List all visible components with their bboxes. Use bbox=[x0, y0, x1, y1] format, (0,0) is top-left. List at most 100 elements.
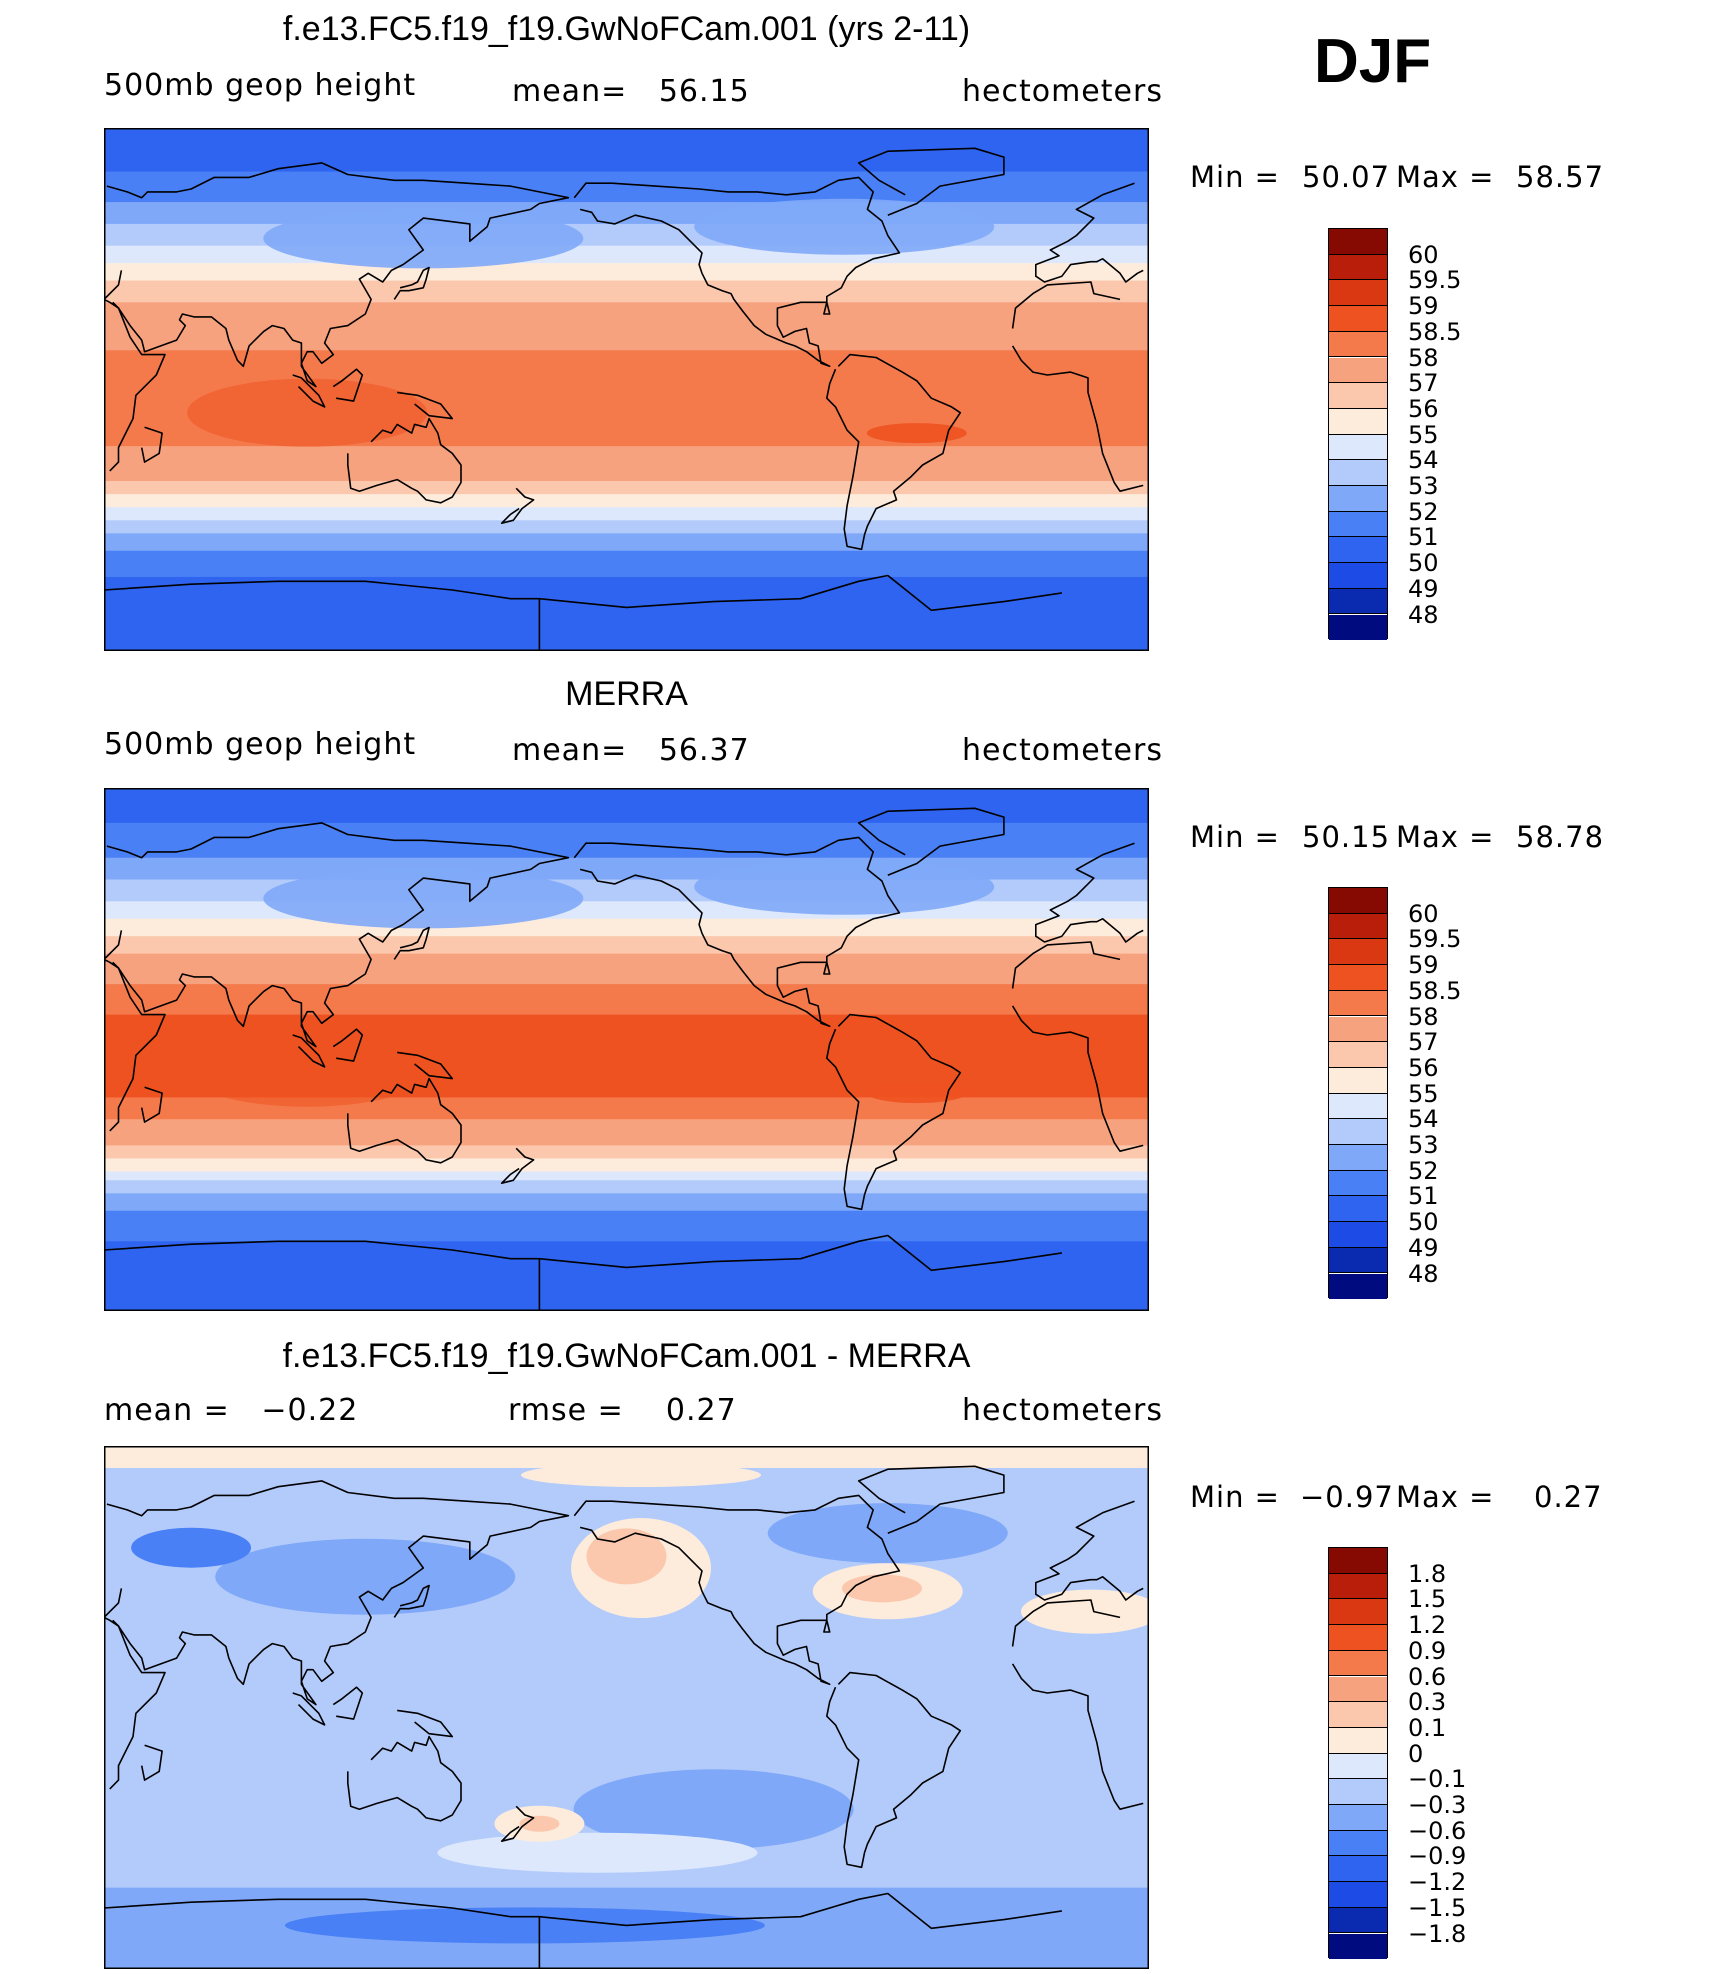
contour-band bbox=[104, 1215, 1149, 1221]
colorbar-label: 60 bbox=[1408, 240, 1439, 269]
coastline-eurasia bbox=[106, 1480, 570, 1706]
contour-band bbox=[104, 315, 1149, 321]
contour-band bbox=[104, 180, 1149, 186]
contour-band bbox=[104, 380, 1149, 386]
contour-band bbox=[104, 1010, 1149, 1016]
contour-band bbox=[104, 311, 1149, 317]
colorbar-swatch bbox=[1329, 1119, 1387, 1145]
contour-band bbox=[104, 385, 1149, 391]
contour-band bbox=[104, 1280, 1149, 1286]
contour-band bbox=[104, 1271, 1149, 1277]
contour-band bbox=[104, 476, 1149, 482]
coastlines bbox=[104, 807, 1144, 1311]
contour-band bbox=[104, 1184, 1149, 1190]
coastline-greenland bbox=[857, 147, 1005, 216]
contour-band bbox=[104, 953, 1149, 959]
contour-band bbox=[104, 857, 1149, 863]
contour-band bbox=[104, 979, 1149, 985]
contour-band bbox=[104, 372, 1149, 378]
panel-3-map bbox=[104, 1446, 1149, 1969]
contour-band bbox=[104, 228, 1149, 234]
coastline-eurasia bbox=[106, 162, 570, 388]
contour-band bbox=[104, 788, 1149, 793]
contour-band bbox=[104, 966, 1149, 972]
colorbar-label: 55 bbox=[1408, 420, 1439, 449]
contour-band bbox=[104, 585, 1149, 591]
coastline-australia bbox=[347, 1077, 462, 1164]
colorbar-label: −0.3 bbox=[1408, 1791, 1467, 1819]
contour-band bbox=[104, 358, 1149, 364]
contour-band bbox=[104, 849, 1149, 854]
colorbar-swatch bbox=[1329, 1727, 1387, 1754]
contour-band bbox=[104, 441, 1149, 447]
contour-band bbox=[104, 293, 1149, 299]
contour-band bbox=[104, 537, 1149, 543]
coastline-africa bbox=[1011, 941, 1121, 989]
contour-band bbox=[104, 1219, 1149, 1225]
contour-band bbox=[104, 433, 1149, 439]
contour-band bbox=[104, 459, 1149, 465]
contour-band bbox=[104, 910, 1149, 915]
colorbar-label: 59.5 bbox=[1408, 925, 1462, 954]
contour-band bbox=[104, 598, 1149, 604]
contour-band bbox=[104, 581, 1149, 587]
colorbar-label: 54 bbox=[1408, 446, 1439, 475]
ridge-warm-pool bbox=[187, 1038, 428, 1107]
contour-band bbox=[104, 145, 1149, 151]
contour-band bbox=[104, 1145, 1149, 1151]
panel-2-units-label: hectometers bbox=[962, 733, 1163, 768]
anomaly-positive bbox=[519, 1815, 560, 1832]
colorbar-swatch bbox=[1329, 1222, 1387, 1248]
contour-band bbox=[104, 489, 1149, 495]
contour-band bbox=[104, 1263, 1149, 1269]
panel-2-title: MERRA bbox=[565, 675, 688, 713]
contour-field bbox=[104, 128, 1149, 651]
colorbar-swatch bbox=[1329, 1145, 1387, 1171]
coastline-newguinea bbox=[397, 1709, 454, 1738]
contour-band bbox=[104, 944, 1149, 950]
panel-3-max-value: 0.27 bbox=[1534, 1480, 1603, 1514]
colorbar-swatch bbox=[1329, 383, 1387, 409]
colorbar-boxes bbox=[1328, 228, 1388, 641]
panel-2-mean-label: mean= 56.37 bbox=[512, 733, 750, 768]
contour-band bbox=[104, 835, 1149, 841]
panel-2-max-value: 58.78 bbox=[1516, 820, 1605, 854]
contour-band bbox=[104, 576, 1149, 582]
coastline-antarctica bbox=[104, 1240, 541, 1311]
colorbar-label: 0.3 bbox=[1408, 1688, 1447, 1717]
colorbar-swatch bbox=[1329, 1805, 1387, 1831]
contour-band bbox=[104, 189, 1149, 194]
contour-band bbox=[104, 611, 1149, 617]
colorbar-swatch bbox=[1329, 990, 1387, 1017]
coastline-eurasia bbox=[104, 930, 123, 960]
contour-band bbox=[104, 870, 1149, 876]
contour-band bbox=[104, 931, 1149, 937]
colorbar-swatch bbox=[1329, 1067, 1387, 1094]
colorbar-swatch bbox=[1329, 331, 1387, 358]
contour-band bbox=[104, 1306, 1149, 1311]
contour-band bbox=[104, 128, 1149, 133]
contour-band bbox=[104, 446, 1149, 452]
contour-band bbox=[104, 901, 1149, 907]
colorbar-swatch bbox=[1329, 1676, 1387, 1703]
contour-band bbox=[104, 507, 1149, 513]
contour-band bbox=[104, 1075, 1149, 1081]
contour-band bbox=[104, 875, 1149, 881]
contour-band bbox=[104, 879, 1149, 885]
contour-band bbox=[104, 1180, 1149, 1186]
colorbar-label: 59 bbox=[1408, 951, 1439, 980]
contour-band bbox=[104, 171, 1149, 177]
colorbar-swatch bbox=[1329, 1599, 1387, 1626]
contour-band bbox=[104, 1202, 1149, 1207]
contour-band bbox=[104, 563, 1149, 569]
contour-band bbox=[104, 415, 1149, 421]
coastline-sumatra bbox=[292, 1034, 326, 1068]
colorbar-swatch bbox=[1329, 357, 1387, 384]
contour-band bbox=[104, 345, 1149, 351]
contour-band bbox=[104, 284, 1149, 290]
coastline-borneo bbox=[332, 1028, 364, 1062]
contour-band bbox=[104, 1245, 1149, 1251]
panel-2-min-label: Min = bbox=[1190, 820, 1280, 854]
colorbar-swatch bbox=[1329, 486, 1387, 512]
panel-3-min-value: −0.97 bbox=[1300, 1480, 1394, 1514]
